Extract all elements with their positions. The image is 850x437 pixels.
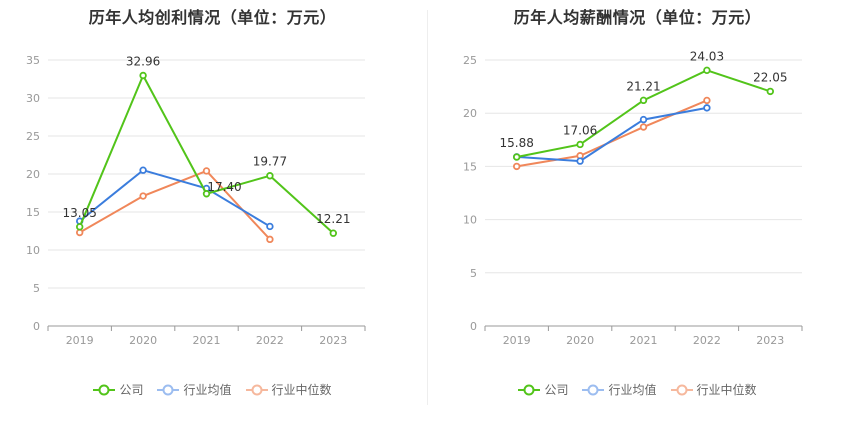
panel-divider [427, 10, 428, 405]
legend-label-industry-avg: 行业均值 [183, 383, 232, 397]
y-tick-label: 10 [463, 214, 477, 227]
y-tick-label: 25 [463, 54, 477, 67]
legend-item-industry-median[interactable]: 行业中位数 [670, 381, 757, 398]
data-point-industry-avg [639, 115, 648, 124]
legend-item-company[interactable]: 公司 [518, 381, 568, 398]
legend-company-icon [93, 384, 116, 395]
x-tick-label: 2020 [566, 334, 594, 347]
salary-chart: 0 5 10 15 20 25 2019 2020 2021 2022 2023 15.88 17.06… [463, 49, 803, 347]
legend-industry-median-icon [245, 384, 268, 395]
data-point-industry-median [202, 167, 211, 175]
x-tick-label: 2019 [503, 334, 531, 347]
data-label: 15.88 [500, 136, 534, 150]
legend-industry-median-icon [670, 384, 693, 395]
y-tick-label: 35 [26, 54, 40, 67]
y-tick-label: 20 [26, 168, 40, 181]
profit-chart-panel: 历年人均创利情况（单位：万元） 0 5 10 15 20 25 30 35 2019 2020 20… [0, 8, 425, 398]
y-tick-label: 5 [33, 282, 40, 295]
data-label: 19.77 [253, 155, 287, 169]
y-tick-label: 0 [33, 320, 40, 333]
y-tick-label: 25 [26, 130, 40, 143]
x-tick-label: 2023 [756, 334, 784, 347]
data-point-company [75, 223, 84, 231]
x-tick-label: 2021 [193, 334, 221, 347]
chart-legend: 公司 行业均值 行业中位数 [425, 381, 850, 398]
y-tick-label: 5 [470, 267, 477, 280]
data-label: 12.21 [316, 212, 350, 226]
chart-title: 历年人均薪酬情况（单位：万元） [513, 8, 762, 27]
legend-item-industry-avg[interactable]: 行业均值 [157, 381, 232, 398]
legend-company-icon [518, 384, 541, 395]
series-line-industry-median [79, 169, 271, 241]
x-tick-label: 2020 [129, 334, 157, 347]
x-tick-label: 2022 [693, 334, 721, 347]
legend-label-company: 公司 [544, 383, 569, 397]
legend-item-industry-median[interactable]: 行业中位数 [245, 381, 332, 398]
data-point-industry-median [703, 96, 711, 105]
y-tick-label: 20 [463, 107, 477, 120]
data-point-industry-median [139, 192, 147, 200]
y-tick-label: 30 [26, 92, 40, 105]
legend-label-company: 公司 [119, 383, 144, 397]
legend-label-industry-median: 行业中位数 [696, 383, 757, 397]
series-line-industry-avg [516, 106, 708, 163]
chart-title: 历年人均创利情况（单位：万元） [88, 8, 337, 27]
data-point-company [512, 153, 521, 161]
data-point-industry-median [266, 235, 274, 244]
data-point-industry-median [512, 162, 521, 171]
data-label: 22.05 [753, 70, 787, 84]
x-tick-label: 2023 [319, 334, 347, 347]
data-point-company [329, 229, 337, 237]
legend-industry-avg-icon [582, 384, 605, 395]
profit-chart: 0 5 10 15 20 25 30 35 2019 2020 2021 2022 2023 13.05 3… [26, 54, 366, 347]
data-point-company [766, 87, 774, 96]
series-line-industry-avg [79, 169, 271, 228]
data-label: 17.06 [563, 123, 597, 137]
data-point-company [266, 172, 274, 180]
data-point-industry-avg [703, 104, 711, 112]
data-point-industry-avg [266, 222, 274, 231]
series-line-industry-median [516, 99, 708, 168]
data-point-company [202, 190, 211, 198]
y-tick-label: 15 [463, 160, 477, 173]
data-label: 13.05 [63, 206, 97, 220]
data-point-industry-avg [139, 166, 147, 174]
data-label: 17.40 [207, 180, 241, 194]
x-tick-label: 2019 [66, 334, 94, 347]
legend-item-company[interactable]: 公司 [93, 381, 143, 398]
y-tick-label: 10 [26, 244, 40, 257]
legend-item-industry-avg[interactable]: 行业均值 [582, 381, 657, 398]
data-point-industry-median [639, 123, 648, 131]
legend-label-industry-avg: 行业均值 [608, 383, 657, 397]
data-point-industry-avg [576, 157, 584, 165]
salary-chart-panel: 历年人均薪酬情况（单位：万元） 0 5 10 15 20 25 2019 2020 2021 20… [425, 0, 850, 437]
data-label: 24.03 [690, 49, 724, 63]
legend-industry-avg-icon [157, 384, 180, 395]
x-tick-label: 2021 [630, 334, 658, 347]
data-point-company [139, 71, 147, 80]
chart-legend: 公司 行业均值 行业中位数 [0, 381, 425, 398]
legend-label-industry-median: 行业中位数 [271, 383, 332, 397]
data-point-company [703, 66, 711, 75]
data-label: 21.21 [626, 79, 660, 93]
data-label: 32.96 [126, 55, 160, 69]
x-tick-label: 2022 [256, 334, 284, 347]
data-point-industry-median [75, 228, 84, 237]
y-tick-label: 15 [26, 206, 40, 219]
data-point-company [576, 140, 584, 149]
y-tick-label: 0 [470, 320, 477, 333]
data-point-company [639, 96, 648, 105]
